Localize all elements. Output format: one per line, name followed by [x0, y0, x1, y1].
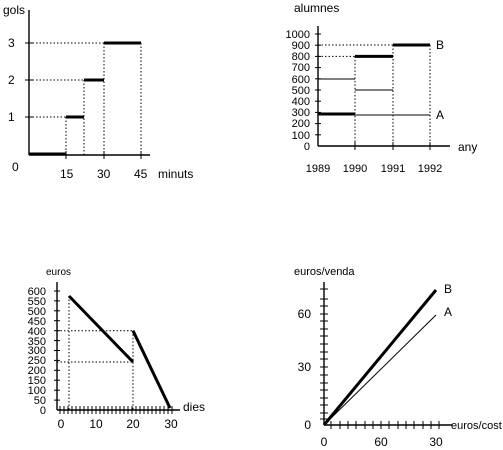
ytick-label: 100 — [292, 130, 310, 142]
ylabel-gols: gols — [3, 3, 25, 17]
xtick-label: 1991 — [381, 163, 405, 175]
x-ticks — [59, 406, 173, 414]
ylabel-alumnes: alumnes — [294, 1, 339, 15]
guide-lines — [318, 44, 431, 146]
ytick-label: 1000 — [286, 29, 310, 41]
ytick-label: 450 — [28, 316, 46, 328]
ytick-label: 150 — [28, 375, 46, 387]
ytick-label: 2 — [8, 73, 15, 87]
ytick-label: 0 — [304, 141, 310, 153]
xtick-label: 0 — [321, 435, 328, 449]
xlabel-any: any — [458, 140, 477, 154]
series-b-line — [322, 289, 438, 426]
chart-sale-cost: euros/venda 60 30 0 0 60 30 euros/cost B… — [294, 266, 502, 449]
ytick-label: 600 — [292, 74, 310, 86]
ytick-label: 800 — [292, 51, 310, 63]
chart-euros-days: euros 600 550 500 450 400 350 300 250 20… — [28, 267, 205, 431]
ytick-label: 3 — [8, 36, 15, 50]
ytick-label: 50 — [34, 395, 46, 407]
ytick-label: 60 — [298, 307, 312, 321]
origin-label: 0 — [12, 160, 19, 174]
chart-goals: gols 1 2 3 0 15 30 45 minuts — [3, 3, 193, 181]
xlabel-minuts: minuts — [158, 167, 193, 181]
ytick-label: 1 — [8, 110, 15, 124]
ylabel-euros: euros — [46, 267, 71, 278]
ytick-label: 250 — [28, 355, 46, 367]
xtick-label: 15 — [60, 167, 74, 181]
xlabel-dies: dies — [183, 400, 205, 414]
ytick-label: 700 — [292, 62, 310, 74]
ytick-label: 550 — [28, 296, 46, 308]
series-label-a: A — [436, 108, 444, 122]
ytick-label: 300 — [292, 107, 310, 119]
chart-students: alumnes 1000 900 800 700 600 500 400 300… — [286, 1, 478, 175]
ytick-label: 0 — [40, 405, 46, 417]
ytick-label: 350 — [28, 336, 46, 348]
xlabel-euros-cost: euros/cost — [451, 420, 502, 432]
ytick-label: 500 — [28, 306, 46, 318]
xtick-label: 10 — [89, 417, 103, 431]
y-ticks — [320, 288, 328, 420]
guide-lines — [29, 42, 142, 155]
ytick-label: 400 — [292, 96, 310, 108]
series-label-a: A — [444, 305, 452, 319]
ytick-label: 400 — [28, 326, 46, 338]
ytick-label: 900 — [292, 40, 310, 52]
xtick-label: 30 — [429, 435, 443, 449]
ytick-label: 30 — [298, 360, 312, 374]
xtick-label: 1989 — [306, 163, 330, 175]
xtick-label: 30 — [97, 167, 111, 181]
xtick-label: 60 — [374, 435, 388, 449]
xtick-label: 20 — [126, 417, 140, 431]
ytick-label: 200 — [292, 118, 310, 130]
ytick-label: 0 — [304, 418, 311, 432]
xtick-label: 30 — [164, 417, 178, 431]
ytick-label: 300 — [28, 345, 46, 357]
x-ticks — [330, 421, 440, 429]
series-line-2 — [131, 330, 172, 409]
series-label-b: B — [444, 282, 452, 296]
ytick-label: 200 — [28, 365, 46, 377]
ylabel-euros-venda: euros/venda — [294, 266, 355, 278]
ytick-label: 100 — [28, 385, 46, 397]
guide-lines — [57, 296, 134, 410]
series-label-b: B — [436, 38, 444, 52]
series-a-line — [323, 314, 437, 426]
ytick-label: 500 — [292, 85, 310, 97]
y-ticks — [54, 290, 60, 401]
xtick-label: 45 — [134, 167, 148, 181]
xtick-label: 1992 — [418, 163, 442, 175]
xtick-label: 0 — [58, 417, 65, 431]
xtick-label: 1990 — [343, 163, 367, 175]
series-line-1 — [67, 294, 135, 364]
ytick-label: 600 — [28, 286, 46, 298]
